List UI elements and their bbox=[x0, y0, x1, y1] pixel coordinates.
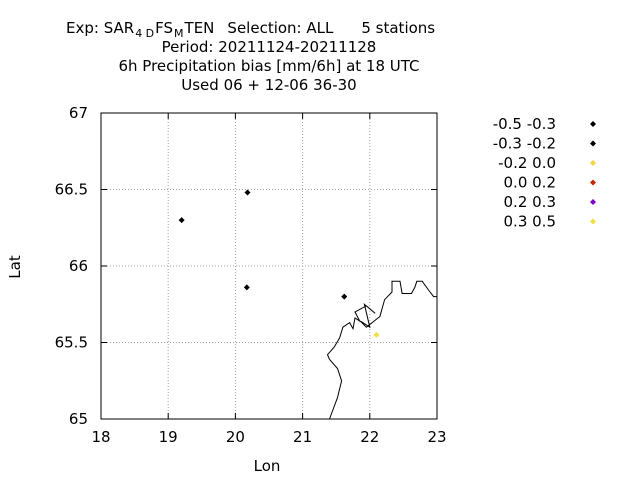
legend-label: -0.5 -0.3 bbox=[493, 115, 556, 133]
chart-title-line1: Exp: SAR4 DFSMTEN Selection: ALL 5 station… bbox=[66, 19, 435, 40]
y-tick-label: 65.5 bbox=[55, 334, 88, 352]
x-tick-label: 18 bbox=[91, 428, 110, 446]
legend-label: -0.2 0.0 bbox=[498, 154, 556, 172]
y-axis-ticks: 65 65.5 66 66.5 67 bbox=[55, 104, 437, 428]
legend-marker bbox=[590, 160, 596, 166]
y-tick-label: 67 bbox=[69, 104, 88, 122]
station-points bbox=[178, 189, 380, 338]
legend: -0.5 -0.3 -0.3 -0.2-0.2 0.0 0.0 0.20.2 0.3… bbox=[493, 115, 596, 231]
x-axis-label: Lon bbox=[254, 457, 281, 475]
chart-title-line3: 6h Precipitation bias [mm/6h] at 18 UTC bbox=[118, 57, 419, 75]
legend-marker bbox=[590, 179, 596, 186]
station-point bbox=[244, 189, 251, 196]
x-tick-label: 22 bbox=[360, 428, 379, 446]
legend-marker bbox=[590, 121, 596, 127]
y-tick-label: 65 bbox=[69, 410, 88, 428]
station-point bbox=[341, 293, 348, 300]
legend-label: 0.0 0.2 bbox=[504, 174, 556, 192]
legend-marker bbox=[590, 218, 596, 225]
plot-grid bbox=[101, 113, 437, 419]
x-tick-label: 23 bbox=[427, 428, 446, 446]
station-point bbox=[373, 331, 380, 338]
chart-title-line2: Period: 20211124-20211128 bbox=[162, 38, 377, 56]
legend-label: 0.2 0.3 bbox=[504, 193, 556, 211]
chart-title-line4: Used 06 + 12-06 36-30 bbox=[181, 76, 356, 94]
station-point bbox=[243, 284, 250, 291]
x-axis-ticks: 18 19 20 21 22 23 bbox=[91, 113, 447, 446]
station-point bbox=[178, 217, 185, 224]
legend-label: -0.3 -0.2 bbox=[493, 135, 556, 153]
x-tick-label: 19 bbox=[159, 428, 178, 446]
legend-marker bbox=[590, 199, 596, 205]
legend-label: 0.3 0.5 bbox=[504, 213, 556, 231]
legend-marker bbox=[590, 140, 596, 147]
x-tick-label: 20 bbox=[226, 428, 245, 446]
y-axis-label: Lat bbox=[6, 255, 24, 279]
y-tick-label: 66.5 bbox=[55, 181, 88, 199]
coastline bbox=[326, 280, 437, 420]
x-tick-label: 21 bbox=[293, 428, 312, 446]
y-tick-label: 66 bbox=[69, 257, 88, 275]
